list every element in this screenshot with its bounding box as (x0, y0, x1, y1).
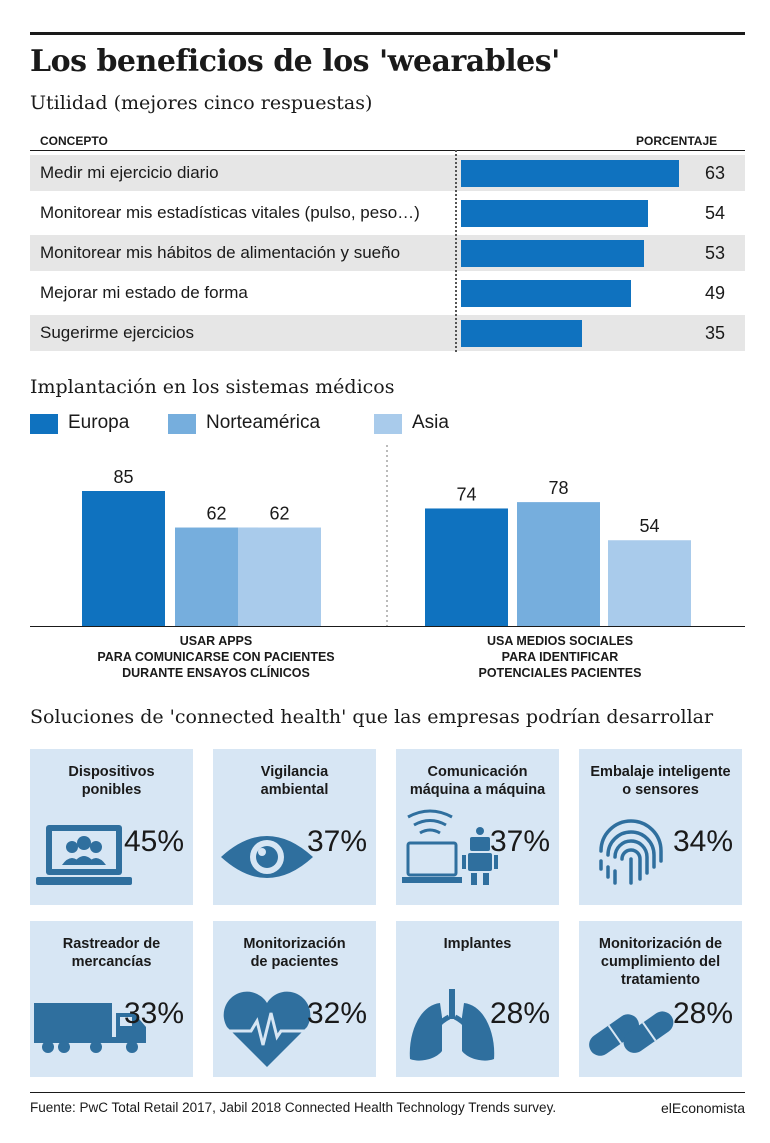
chart1-category-label: Sugerirme ejercicios (40, 323, 194, 342)
truck-icon (34, 995, 154, 1060)
tile-title: Dispositivos ponibles (68, 764, 155, 798)
chart2-value-label: 85 (113, 467, 133, 487)
solution-tile: Implantes 28% (396, 921, 559, 1077)
header-rule (30, 150, 745, 151)
tile-percent: 28% (672, 997, 733, 1030)
tile-percent: 28% (489, 997, 550, 1030)
chart1-category-label: Monitorear mis hábitos de alimentación y… (40, 243, 401, 262)
tile-percent: 37% (306, 825, 367, 858)
solution-tile: Comunicación máquina a máquina 37% (396, 749, 559, 905)
heart-pulse-icon (217, 991, 317, 1076)
chart2-value-label: 74 (456, 484, 476, 504)
laptop-robot-icon (402, 809, 502, 894)
chart2-title: Implantación en los sistemas médicos (30, 376, 395, 398)
chart2-bar (238, 527, 321, 626)
legend-swatch (374, 414, 402, 434)
chart2-value-label: 54 (639, 516, 659, 536)
chart1-value-label: 53 (704, 243, 725, 263)
tile-title: Comunicación máquina a máquina (409, 764, 546, 798)
tile-title: Embalaje inteligente o sensores (590, 764, 731, 798)
legend-label: Norteamérica (206, 412, 321, 433)
chart2-bar (425, 508, 508, 626)
solution-tile: Rastreador de mercancías 33% (30, 921, 193, 1077)
chart2-value-label: 62 (269, 504, 289, 524)
lungs-icon (402, 989, 502, 1074)
tile-percent: 37% (489, 825, 550, 858)
solution-tile: Monitorización de cumplimiento del trata… (579, 921, 742, 1077)
tile-title: Monitorización de cumplimiento del trata… (598, 936, 723, 988)
solution-tile: Vigilancia ambiental 37% (213, 749, 376, 905)
page-title: Los beneficios de los 'wearables' (30, 44, 560, 79)
chart1-row: Monitorear mis hábitos de alimentación y… (30, 235, 745, 271)
tile-title: Vigilancia ambiental (260, 764, 329, 798)
laptop-users-icon (34, 821, 134, 898)
legend-swatch (168, 414, 196, 434)
tile-percent: 34% (672, 825, 733, 858)
implantation-grouped-bar-chart: 85 62 62 74 78 54 (30, 445, 745, 627)
column-header-concept: CONCEPTO (40, 134, 108, 148)
chart1-row: Mejorar mi estado de forma 49 (30, 275, 745, 311)
chart1-category-label: Mejorar mi estado de forma (40, 283, 248, 302)
chart2-category-label: USAR APPS PARA COMUNICARSE CON PACIENTES D… (97, 634, 335, 680)
pills-icon (583, 987, 683, 1072)
chart1-value-label: 35 (704, 323, 725, 343)
solution-tile: Dispositivos ponibles 45% (30, 749, 193, 905)
chart1-divider (455, 150, 457, 352)
solution-tile: Embalaje inteligente o sensores 34% (579, 749, 742, 905)
legend-swatch (30, 414, 58, 434)
eye-icon (217, 821, 317, 898)
tile-title: Monitorización de pacientes (243, 936, 346, 970)
chart1-bar (461, 160, 679, 187)
brand-logo-text: elEconomista (660, 1100, 745, 1116)
chart2-bar (608, 540, 691, 626)
tile-percent: 33% (123, 997, 184, 1030)
chart1-row: Monitorear mis estadísticas vitales (pul… (30, 195, 745, 231)
chart1-bar (461, 280, 631, 307)
chart2-value-label: 62 (206, 504, 226, 524)
chart1-value-label: 54 (704, 203, 725, 223)
fingerprint-icon (581, 811, 681, 896)
chart2-bar (517, 502, 600, 626)
solution-tile: Monitorización de pacientes 32% (213, 921, 376, 1077)
chart2-bar (82, 491, 165, 626)
tiles-section-title: Soluciones de 'connected health' que las… (30, 706, 714, 728)
tile-percent: 32% (306, 997, 367, 1030)
top-rule (30, 32, 745, 35)
chart1-category-label: Medir mi ejercicio diario (40, 163, 219, 182)
tile-title: Implantes (443, 936, 512, 952)
footer-rule (30, 1092, 745, 1093)
chart1-value-label: 49 (704, 283, 725, 303)
tile-title: Rastreador de mercancías (62, 936, 161, 970)
source-note: Fuente: PwC Total Retail 2017, Jabil 201… (30, 1100, 557, 1115)
chart1-bar (461, 240, 645, 267)
chart1-category-label: Monitorear mis estadísticas vitales (pul… (40, 203, 420, 222)
chart1-row: Medir mi ejercicio diario 63 (30, 155, 745, 191)
chart1-subtitle: Utilidad (mejores cinco respuestas) (30, 92, 373, 114)
column-header-percent: PORCENTAJE (636, 134, 718, 148)
chart1-value-label: 63 (704, 163, 725, 183)
chart1-bar (461, 320, 583, 347)
legend-label: Asia (412, 412, 449, 433)
chart2-value-label: 78 (548, 478, 568, 498)
chart2-category-label: USA MEDIOS SOCIALES PARA IDENTIFICAR POTEN… (478, 634, 642, 680)
chart1-bar (461, 200, 648, 227)
chart1-row: Sugerirme ejercicios 35 (30, 315, 745, 351)
legend-label: Europa (68, 412, 130, 433)
tile-percent: 45% (123, 825, 184, 858)
